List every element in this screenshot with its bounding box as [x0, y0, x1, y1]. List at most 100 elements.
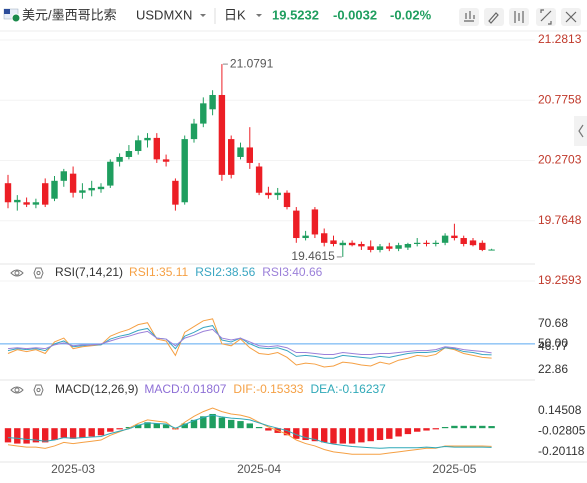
macd-bar [255, 426, 263, 429]
macd-bar [237, 421, 244, 429]
candle-body [265, 192, 272, 196]
macd-bar [200, 416, 207, 429]
macd-bar [386, 428, 393, 439]
y-tick-label: 50.00 [538, 336, 568, 350]
legend-entry: MACD:0.01807 [144, 382, 226, 396]
macd-bar [283, 428, 291, 436]
macd-bar [88, 428, 95, 437]
indicator-line [7, 407, 492, 455]
macd-bar [469, 425, 477, 429]
macd-bar [162, 424, 170, 429]
x-tick-label: 2025-03 [51, 462, 95, 476]
y-tick-label: 20.7758 [538, 92, 582, 106]
macd-bar [311, 428, 319, 442]
candle-body [79, 190, 86, 193]
candle-body [246, 147, 253, 163]
candle-body [255, 166, 263, 193]
flag-icon [3, 8, 21, 23]
candle-body [88, 187, 95, 191]
indicator-line [7, 318, 492, 368]
macd-bar [51, 428, 58, 441]
candle-body [302, 235, 309, 239]
side-arrow[interactable] [574, 116, 587, 146]
candle-body [4, 183, 12, 203]
candle-body [432, 242, 439, 244]
y-tick-label: 20.2703 [538, 153, 582, 167]
candle-body [395, 245, 402, 249]
period[interactable]: 日K [224, 7, 246, 22]
x-tick-label: 2025-05 [432, 462, 476, 476]
candle-body [172, 180, 179, 205]
macd-bar [144, 422, 151, 429]
y-tick-label: 19.7648 [538, 213, 582, 227]
candle-body [330, 240, 337, 244]
macd-bar [293, 428, 300, 439]
symbol-dropdown[interactable] [200, 14, 206, 17]
macd-bar [395, 428, 402, 437]
macd-bar [209, 413, 216, 429]
rsi-panel-icons[interactable] [10, 267, 44, 279]
symbol[interactable]: USDMXN [136, 7, 192, 22]
macd-bar [246, 423, 253, 429]
instrument-title[interactable]: 美元/墨西哥比索 [22, 7, 117, 22]
indicator-line [7, 328, 492, 355]
macd-bar [69, 428, 77, 439]
candle-body [228, 139, 235, 175]
candle-body [162, 159, 170, 162]
macd-bar [107, 428, 114, 432]
macd-bar [479, 425, 486, 429]
candle-body [200, 103, 207, 124]
candle-body [451, 235, 458, 239]
candle-body [358, 243, 365, 247]
macd-bar [460, 425, 467, 429]
candle-body [469, 240, 477, 246]
y-tick-label: 21.2813 [538, 32, 582, 46]
macd-bar [321, 428, 328, 443]
y-tick-label: 0.14508 [538, 403, 582, 417]
candle-body [190, 123, 198, 140]
y-tick-label: -0.20118 [538, 444, 585, 458]
candle-body [97, 186, 105, 190]
candle-body [376, 246, 384, 250]
rsi-title: RSI(7,14,21) [55, 265, 123, 279]
period-dropdown[interactable] [256, 14, 262, 17]
macd-bar [330, 428, 337, 444]
toolbar[interactable] [459, 8, 581, 26]
candle-body [460, 238, 467, 244]
macd-bar [339, 428, 346, 444]
candle-body [23, 202, 30, 205]
y-tick-label: 22.86 [538, 362, 568, 376]
y-tick-label: 70.68 [538, 316, 568, 330]
macd-bar [376, 428, 384, 441]
macd-bar [190, 419, 198, 429]
candle-body [125, 151, 133, 157]
macd-bar [60, 428, 67, 438]
macd-bar [451, 425, 458, 429]
price-change-pct: -0.02% [390, 7, 432, 22]
candle-body [218, 94, 226, 175]
macd-bar [228, 419, 235, 429]
candle-body [181, 139, 188, 203]
candle-body [32, 202, 40, 205]
price: 19.5232 [272, 7, 319, 22]
legend-entry: DIF:-0.15333 [233, 382, 303, 396]
candle-body [386, 246, 393, 249]
legend-entry: RSI3:40.66 [262, 265, 322, 279]
macd-title: MACD(12,26,9) [55, 382, 138, 396]
macd-bar [348, 428, 356, 444]
macd-bar [14, 428, 21, 444]
macd-bar [441, 426, 449, 429]
candle-body [274, 192, 281, 196]
x-tick-label: 2025-04 [237, 462, 281, 476]
candle-body [237, 147, 244, 157]
candle-body [144, 137, 151, 141]
legend-entry: DEA:-0.16237 [310, 382, 386, 396]
candle-body [441, 235, 449, 243]
macd-bar [414, 428, 421, 432]
candle-body [283, 192, 291, 208]
candle-body [69, 173, 77, 193]
macd-panel-icons[interactable] [10, 384, 44, 396]
macd-bar [358, 428, 365, 443]
candle-body [311, 209, 319, 235]
